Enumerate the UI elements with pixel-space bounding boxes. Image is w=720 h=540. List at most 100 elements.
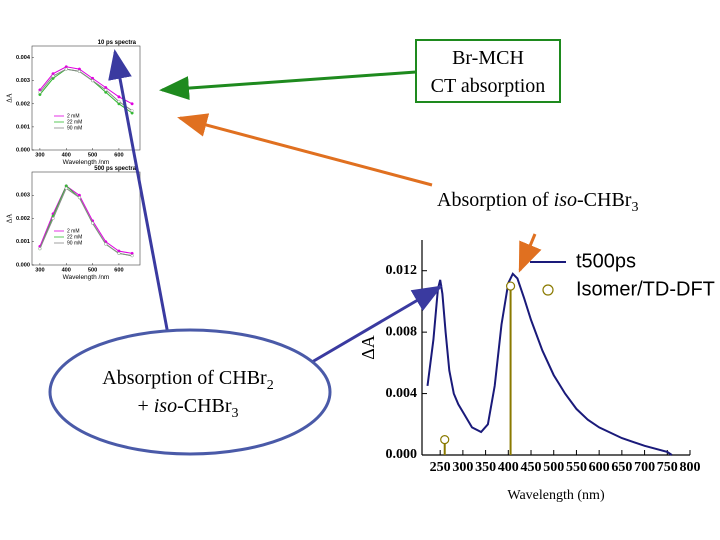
x-tick-label: 600 — [114, 152, 123, 158]
data-point — [91, 79, 95, 83]
x-tick-label: 400 — [498, 460, 519, 475]
data-point — [64, 67, 68, 71]
data-point — [91, 221, 95, 225]
x-tick-label: 500 — [543, 460, 564, 475]
data-point — [117, 95, 121, 99]
stem-marker — [440, 435, 450, 445]
text-run: 2 — [267, 378, 274, 393]
x-tick-label: 600 — [114, 267, 123, 273]
legend-label: 22 mM — [67, 119, 82, 125]
legend-label: 90 mM — [67, 125, 82, 131]
arrow — [108, 49, 172, 346]
arrow — [159, 70, 417, 101]
legend-label: t500ps — [576, 250, 636, 272]
x-tick-label: 350 — [475, 460, 496, 475]
chart: 0.000 0.004 0.008 0.012 250 300 350 400 450 500 55… — [358, 240, 715, 503]
text-run: iso — [554, 189, 577, 211]
y-tick-label: 0.008 — [386, 324, 418, 339]
series-line — [39, 66, 133, 105]
data-point — [64, 186, 68, 190]
data-point — [130, 109, 134, 113]
data-point — [77, 196, 81, 200]
series-line — [39, 185, 133, 254]
x-tick-label: 600 — [589, 460, 610, 475]
data-point — [38, 247, 42, 251]
legend-label: Isomer/TD-DFT — [576, 278, 715, 300]
callouts: Br-MCH CT absorption Absorption of iso-C… — [48, 39, 638, 456]
legend-label: 2 mM — [67, 228, 80, 234]
arrow — [518, 233, 542, 273]
text-run: 3 — [631, 200, 638, 215]
x-axis-label: Wavelength (nm) — [507, 488, 605, 503]
x-tick-label: 300 — [452, 460, 473, 475]
data-point — [51, 216, 55, 220]
x-tick-label: 400 — [62, 152, 71, 158]
x-tick-label: 800 — [680, 460, 701, 475]
data-point — [117, 251, 121, 255]
series-line — [426, 272, 673, 456]
series-line — [39, 68, 133, 112]
text-run: + — [137, 395, 153, 417]
x-axis-label: Wavelength /nm — [63, 159, 110, 166]
x-tick-label: 650 — [611, 460, 632, 475]
callout-ellipse — [48, 328, 332, 456]
legend-marker — [542, 284, 554, 296]
data-point — [130, 102, 134, 106]
y-tick-label: 0.004 — [386, 386, 418, 401]
callout-box — [415, 39, 561, 103]
plot-frame — [31, 171, 141, 266]
x-tick-label: 250 — [430, 460, 451, 475]
x-tick-label: 400 — [62, 267, 71, 273]
x-tick-label: 450 — [521, 460, 542, 475]
x-tick-label: 300 — [35, 267, 44, 273]
x-tick-label: 500 — [88, 267, 97, 273]
y-tick-label: 0.012 — [386, 263, 418, 278]
chart: 0.000 0.001 0.002 0.003 300 400 500 600 500 ps s… — [6, 166, 141, 281]
arrow — [177, 113, 433, 187]
callout-text: Absorption of CHBr2 — [102, 367, 273, 393]
x-tick-label: 750 — [657, 460, 678, 475]
text-run: -CHBr — [577, 189, 632, 211]
y-tick-label: 0.000 — [16, 262, 30, 268]
x-tick-label: 550 — [566, 460, 587, 475]
chart-title: 500 ps spectra — [94, 166, 136, 172]
data-point — [130, 254, 134, 258]
y-tick-label: 0.001 — [16, 239, 30, 245]
y-axis-label: ΔA — [6, 93, 14, 103]
chart-title: 10 ps spectra — [98, 40, 137, 46]
text-run: Absorption of CHBr — [102, 367, 267, 389]
data-point — [38, 90, 42, 94]
y-tick-label: 0.003 — [16, 78, 30, 84]
text-run: -CHBr — [177, 395, 232, 417]
stem-marker — [505, 281, 516, 291]
callout-text: Br-MCH — [452, 47, 524, 69]
text-run: Absorption of — [437, 189, 554, 211]
y-axis-label: ΔA — [6, 214, 14, 224]
data-point — [51, 74, 55, 78]
arrow — [311, 285, 443, 364]
callout-text: + iso-CHBr3 — [137, 395, 238, 421]
y-tick-label: 0.001 — [16, 124, 30, 130]
series-line — [39, 187, 133, 257]
y-axis-label: ΔA — [358, 335, 378, 360]
callout-text: Absorption of iso-CHBr3 — [437, 189, 638, 215]
x-tick-label: 300 — [35, 152, 44, 158]
y-tick-label: 0.002 — [16, 101, 30, 107]
text-run: iso — [154, 395, 177, 417]
data-point — [77, 69, 81, 73]
y-tick-label: 0.000 — [16, 147, 30, 153]
data-point — [104, 242, 108, 246]
x-axis-label: Wavelength /nm — [63, 274, 110, 281]
legend-label: 90 mM — [67, 240, 82, 246]
x-tick-label: 700 — [634, 460, 655, 475]
y-tick-label: 0.000 — [386, 447, 418, 462]
data-point — [104, 88, 108, 92]
data-point — [117, 99, 121, 103]
chart: 0.000 0.001 0.002 0.003 0.004 300 400 500 600 10 … — [6, 40, 141, 166]
legend-label: 2 mM — [67, 113, 80, 119]
y-tick-label: 0.002 — [16, 216, 30, 222]
legend-label: 22 mM — [67, 234, 82, 240]
x-tick-label: 500 — [88, 152, 97, 158]
y-tick-label: 0.003 — [16, 193, 30, 199]
